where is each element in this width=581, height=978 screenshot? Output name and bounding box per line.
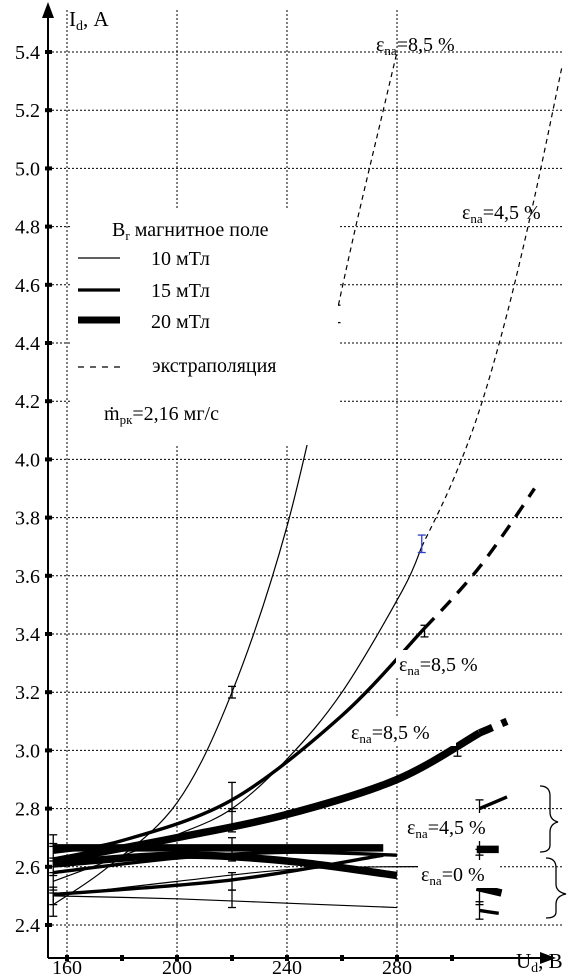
annotation-bg-a3 [396, 650, 504, 678]
series-extrapolation-0 [335, 51, 398, 315]
annotation-bg-a4 [348, 718, 456, 746]
y-major-tick [45, 515, 52, 520]
error-bar-6 [228, 685, 236, 699]
annotation-eps-0: εna=0 % [421, 864, 485, 888]
series-line-11 [52, 851, 398, 880]
x-axis-title: Ud, В [516, 949, 563, 976]
y-major-tick [45, 108, 52, 113]
y-tick-label: 5.0 [15, 158, 40, 180]
y-major-tick [45, 50, 52, 54]
series-line-3 [53, 895, 398, 909]
y-tick-label: 3.4 [15, 624, 40, 646]
y-tick-label: 2.8 [15, 799, 40, 821]
annotations: εna=8,5 % εna=4,5 % εna=8,5 % εna=8,5 % … [348, 34, 567, 919]
x-minor-tick [230, 955, 234, 961]
error-bar-9 [228, 837, 236, 862]
y-major-tick [45, 341, 52, 345]
annotation-eps-8-5-low: εna=8,5 % [351, 722, 430, 746]
legend: Br магнитное поле 10 мТл 15 мТл 20 мТл э… [70, 208, 338, 445]
y-tick-label: 5.2 [15, 100, 40, 122]
tick-labels: 160 200 240 280 2.4 2.6 2.8 3.0 3.2 3.4 3.6 3.8 4.0 4… [15, 42, 412, 978]
y-tick-label: 5.4 [15, 42, 40, 64]
error-bar-20 [475, 901, 484, 920]
y-major-tick [45, 573, 52, 578]
y-tick-label: 3.2 [15, 682, 40, 704]
error-bar-11 [228, 889, 236, 909]
annotation-eps-8-5-top: εna=8,5 % [376, 34, 455, 58]
legend-mass-flow: ṁрк=2,16 мг/с [104, 403, 219, 427]
annotation-bg-a6 [418, 860, 500, 888]
error-bar-13 [417, 534, 426, 554]
series-line-2 [53, 865, 480, 897]
y-axis-title: Id, А [69, 7, 110, 34]
x-axis-arrow [540, 952, 556, 964]
y-tick-label: 2.6 [15, 857, 40, 879]
legend-title: Br магнитное поле [112, 219, 269, 243]
x-minor-tick [450, 955, 454, 961]
y-tick-label: 4.4 [15, 333, 40, 355]
y-major-tick [45, 282, 52, 287]
x-minor-tick [120, 955, 124, 961]
series-layer [52, 51, 563, 916]
y-major-tick [45, 166, 52, 171]
x-minor-tick [285, 955, 289, 961]
brace-upper [539, 785, 559, 853]
series-extrapolation-9 [478, 717, 509, 737]
legend-label-15: 15 мТл [151, 280, 210, 302]
x-minor-tick [340, 955, 344, 961]
series-line-13 [475, 883, 503, 897]
y-tick-label: 3.6 [15, 566, 40, 588]
y-tick-label: 3.0 [15, 740, 40, 762]
annotation-eps-8-5-mid: εna=8,5 % [399, 654, 478, 678]
y-major-tick [45, 864, 52, 869]
x-minor-tick [395, 955, 399, 961]
x-tick-label: 200 [162, 957, 192, 978]
series-extrapolation-1 [421, 66, 563, 547]
y-major-tick [45, 457, 52, 462]
y-major-tick [45, 632, 52, 636]
y-major-tick [45, 748, 52, 753]
annotation-eps-4-5-top: εna=4,5 % [462, 202, 541, 226]
y-tick-label: 4.6 [15, 275, 40, 297]
legend-label-extrapolation: экстраполяция [152, 355, 277, 377]
error-bar-8 [228, 807, 236, 833]
x-tick-label: 240 [272, 957, 302, 978]
x-minor-tick [175, 955, 179, 961]
brace-lower [545, 857, 567, 919]
x-minor-tick [65, 955, 69, 961]
error-bar-14 [420, 624, 429, 638]
annotation-bg-a5 [404, 813, 504, 841]
legend-background [70, 208, 338, 445]
legend-label-20: 20 мТл [151, 311, 210, 333]
y-tick-label: 3.8 [15, 508, 40, 530]
y-tick-label: 2.4 [15, 915, 40, 937]
y-major-tick [45, 399, 52, 404]
series-line-8 [479, 908, 500, 916]
y-major-tick [45, 690, 52, 695]
x-tick-label: 160 [52, 957, 82, 978]
series-line-7 [478, 795, 508, 811]
annotation-eps-4-5-low: εna=4,5 % [407, 817, 486, 841]
y-tick-label: 4.2 [15, 391, 40, 413]
error-bar-5 [49, 834, 58, 848]
series-line-1 [53, 546, 423, 882]
series-extrapolation-4 [423, 487, 536, 630]
y-axis-arrow [42, 2, 54, 18]
y-major-tick [45, 923, 52, 927]
y-tick-label: 4.0 [15, 449, 40, 471]
y-major-tick [45, 224, 52, 229]
legend-label-10: 10 мТл [151, 248, 210, 270]
y-major-tick [45, 806, 52, 811]
y-tick-label: 4.8 [15, 217, 40, 239]
axes [42, 2, 556, 964]
x-tick-label: 280 [382, 957, 412, 978]
